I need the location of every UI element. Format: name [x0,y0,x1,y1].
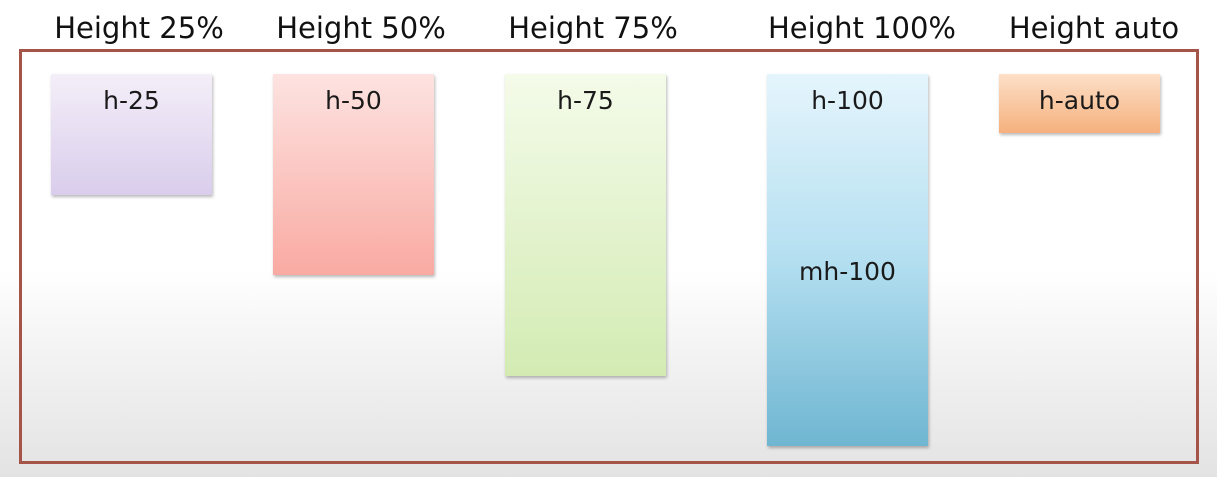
box-h-75: h-75 [505,74,666,376]
heading-height-25: Height 25% [54,11,224,45]
box-h-50-label: h-50 [325,86,382,115]
heading-height-100: Height 100% [768,11,956,45]
box-mh-100-label: mh-100 [799,257,896,286]
box-h-auto-label: h-auto [1038,86,1121,115]
box-h-75-label: h-75 [557,86,614,115]
box-h-auto: h-auto [999,74,1160,133]
heading-height-75: Height 75% [508,11,678,45]
box-h-50: h-50 [273,74,434,275]
box-h-25-label: h-25 [103,86,160,115]
heading-height-50: Height 50% [276,11,446,45]
box-h-100: h-100 mh-100 [767,74,928,446]
box-h-100-label: h-100 [811,86,884,115]
heading-height-auto: Height auto [1008,11,1180,45]
box-h-25: h-25 [51,74,212,195]
container-frame [19,49,1199,464]
